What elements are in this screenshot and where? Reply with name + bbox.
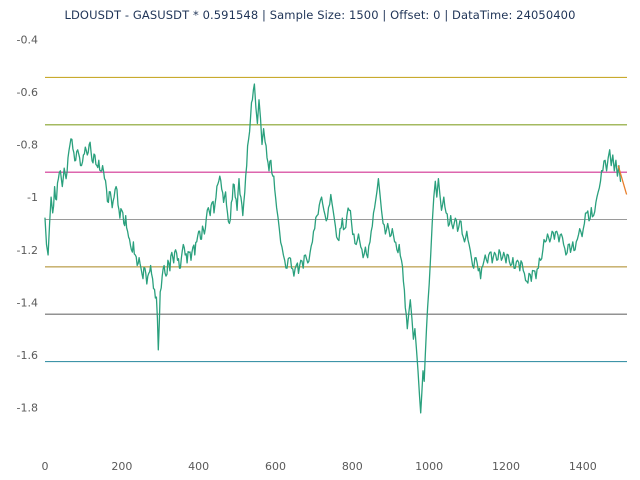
- y-tick-label: -0.4: [17, 33, 38, 46]
- x-tick-label: 1400: [569, 460, 597, 473]
- y-tick-label: -1.2: [17, 244, 38, 257]
- x-tick-label: 0: [42, 460, 49, 473]
- chart-title: LDOUSDT - GASUSDT * 0.591548 | Sample Si…: [64, 8, 576, 22]
- y-tick-label: -1.8: [17, 402, 38, 415]
- x-tick-label: 200: [111, 460, 132, 473]
- x-tick-label: 400: [188, 460, 209, 473]
- x-tick-label: 1000: [415, 460, 443, 473]
- y-tick-label: -0.8: [17, 139, 38, 152]
- y-tick-label: -0.6: [17, 86, 38, 99]
- series-spread-line: [44, 83, 622, 414]
- y-tick-label: -1.4: [17, 296, 38, 309]
- y-tick-label: -1.6: [17, 349, 38, 362]
- series-trend-line: [617, 165, 628, 195]
- x-tick-label: 800: [342, 460, 363, 473]
- x-tick-label: 600: [265, 460, 286, 473]
- x-tick-label: 1200: [492, 460, 520, 473]
- y-tick-label: -1: [27, 191, 38, 204]
